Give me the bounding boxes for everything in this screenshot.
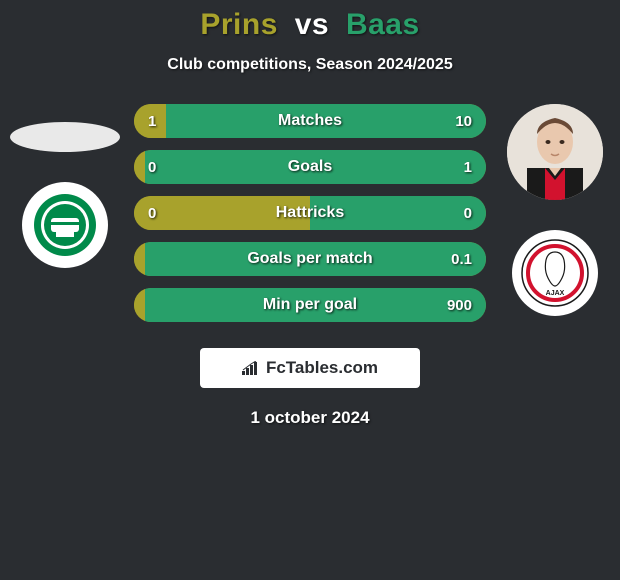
right-side: AJAX [490,104,620,334]
player1-club-badge [22,182,108,268]
subtitle: Club competitions, Season 2024/2025 [0,56,620,74]
stat-value-right: 900 [447,288,472,322]
stat-label: Matches [134,104,486,138]
left-side [0,104,130,334]
date-text: 1 october 2024 [0,408,620,428]
stat-value-right: 1 [464,150,472,184]
player2-avatar [507,104,603,200]
stat-row: Min per goal900 [134,288,486,322]
stat-value-left: 1 [148,104,156,138]
comparison-card: Prins vs Baas Club competitions, Season … [0,0,620,580]
svg-text:AJAX: AJAX [546,290,565,297]
content-row: Matches110Goals01Hattricks00Goals per ma… [0,104,620,334]
brand-box: FcTables.com [200,348,420,388]
stat-row: Hattricks0 0 [134,196,486,230]
brand-text: FcTables.com [266,358,378,378]
player2-name: Baas [346,8,420,41]
stat-value-right: 0 [464,196,472,230]
bars-icon [242,361,260,375]
player1-avatar [10,122,120,152]
stat-value-left: 0 [148,150,156,184]
groningen-crest-icon [32,192,98,258]
stat-row: Goals0 1 [134,150,486,184]
avatar-placeholder-icon [507,104,603,200]
stat-label: Hattricks [134,196,486,230]
player1-name: Prins [200,8,278,41]
stat-value-right: 0.1 [451,242,472,276]
ajax-crest-icon: AJAX [520,238,590,308]
vs-text: vs [295,8,329,41]
stat-label: Min per goal [134,288,486,322]
stat-row: Goals per match0.1 [134,242,486,276]
stats-bars: Matches110Goals01Hattricks00Goals per ma… [130,104,490,334]
page-title: Prins vs Baas [0,0,620,42]
stat-value-right: 10 [455,104,472,138]
stat-label: Goals per match [134,242,486,276]
player2-club-badge: AJAX [512,230,598,316]
stat-row: Matches1 10 [134,104,486,138]
stat-label: Goals [134,150,486,184]
stat-value-left: 0 [148,196,156,230]
